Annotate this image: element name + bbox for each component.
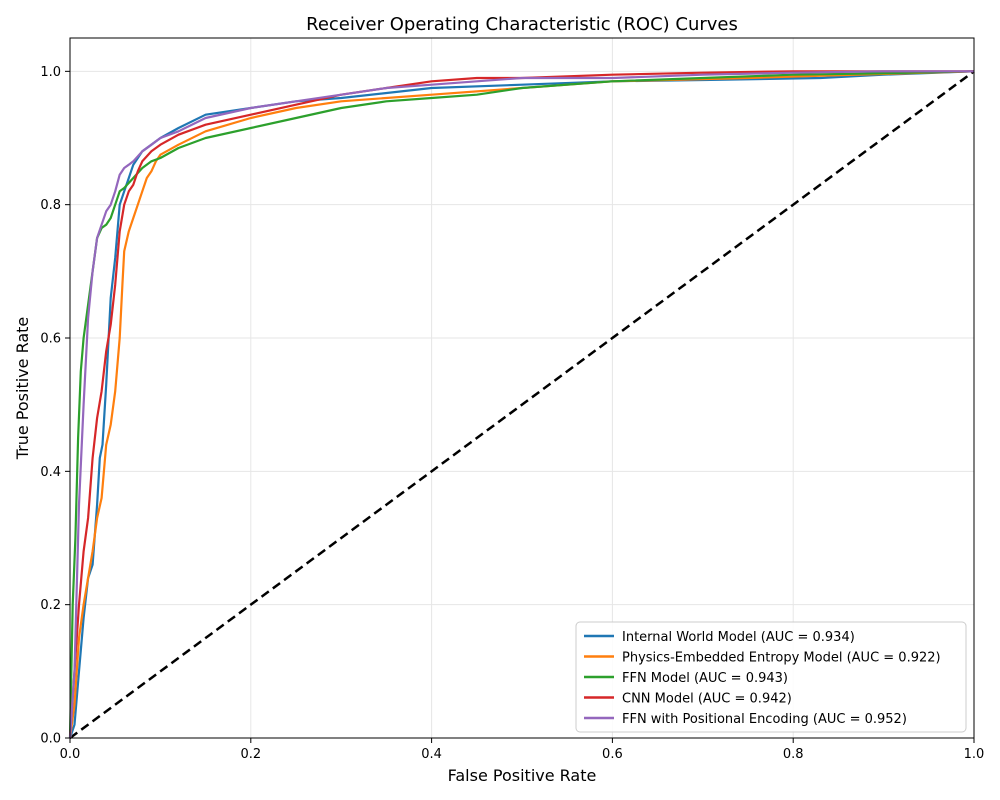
y-axis-label: True Positive Rate <box>13 317 32 461</box>
x-axis-label: False Positive Rate <box>448 766 597 785</box>
x-tick-label: 0.2 <box>240 747 261 762</box>
x-tick-label: 1.0 <box>964 747 985 762</box>
roc-series-line-0 <box>68 70 975 739</box>
x-tick-label: 0.4 <box>421 747 442 762</box>
y-tick-label: 0.4 <box>40 465 61 480</box>
legend: Internal World Model (AUC = 0.934) Physic… <box>575 621 967 733</box>
chart-title: Receiver Operating Characteristic (ROC) … <box>306 14 738 35</box>
y-tick-label: 1.0 <box>40 65 61 80</box>
y-tick-label: 0.8 <box>40 198 61 213</box>
roc-series-line-2 <box>68 70 975 739</box>
series-layer <box>68 70 975 739</box>
roc-series-line-1 <box>68 70 975 739</box>
roc-series-line-4 <box>68 70 974 739</box>
legend-box <box>575 621 967 733</box>
x-tick-label: 0.6 <box>602 747 623 762</box>
y-tick-label: 0.0 <box>40 732 61 747</box>
legend-entry-label: FFN with Positional Encoding (AUC = 0.95… <box>622 712 907 727</box>
y-tick-label: 0.2 <box>40 598 61 613</box>
y-tick-label: 0.6 <box>40 332 61 347</box>
ticks: 0.0 0.2 0.4 0.6 0.8 1.0 0.0 0.2 0.4 0.6 0.8 1.0 <box>40 65 984 762</box>
legend-entry-label: CNN Model (AUC = 0.942) <box>622 692 792 707</box>
reference-line-layer <box>69 70 975 740</box>
legend-entry-label: Physics-Embedded Entropy Model (AUC = 0.… <box>622 651 941 666</box>
legend-entry-label: FFN Model (AUC = 0.943) <box>622 671 788 686</box>
plot-area-frame <box>69 37 975 739</box>
legend-entry-label: Internal World Model (AUC = 0.934) <box>622 630 855 645</box>
x-tick-label: 0.8 <box>783 747 804 762</box>
x-tick-label: 0.0 <box>60 747 81 762</box>
chance-diagonal-line <box>69 70 975 740</box>
